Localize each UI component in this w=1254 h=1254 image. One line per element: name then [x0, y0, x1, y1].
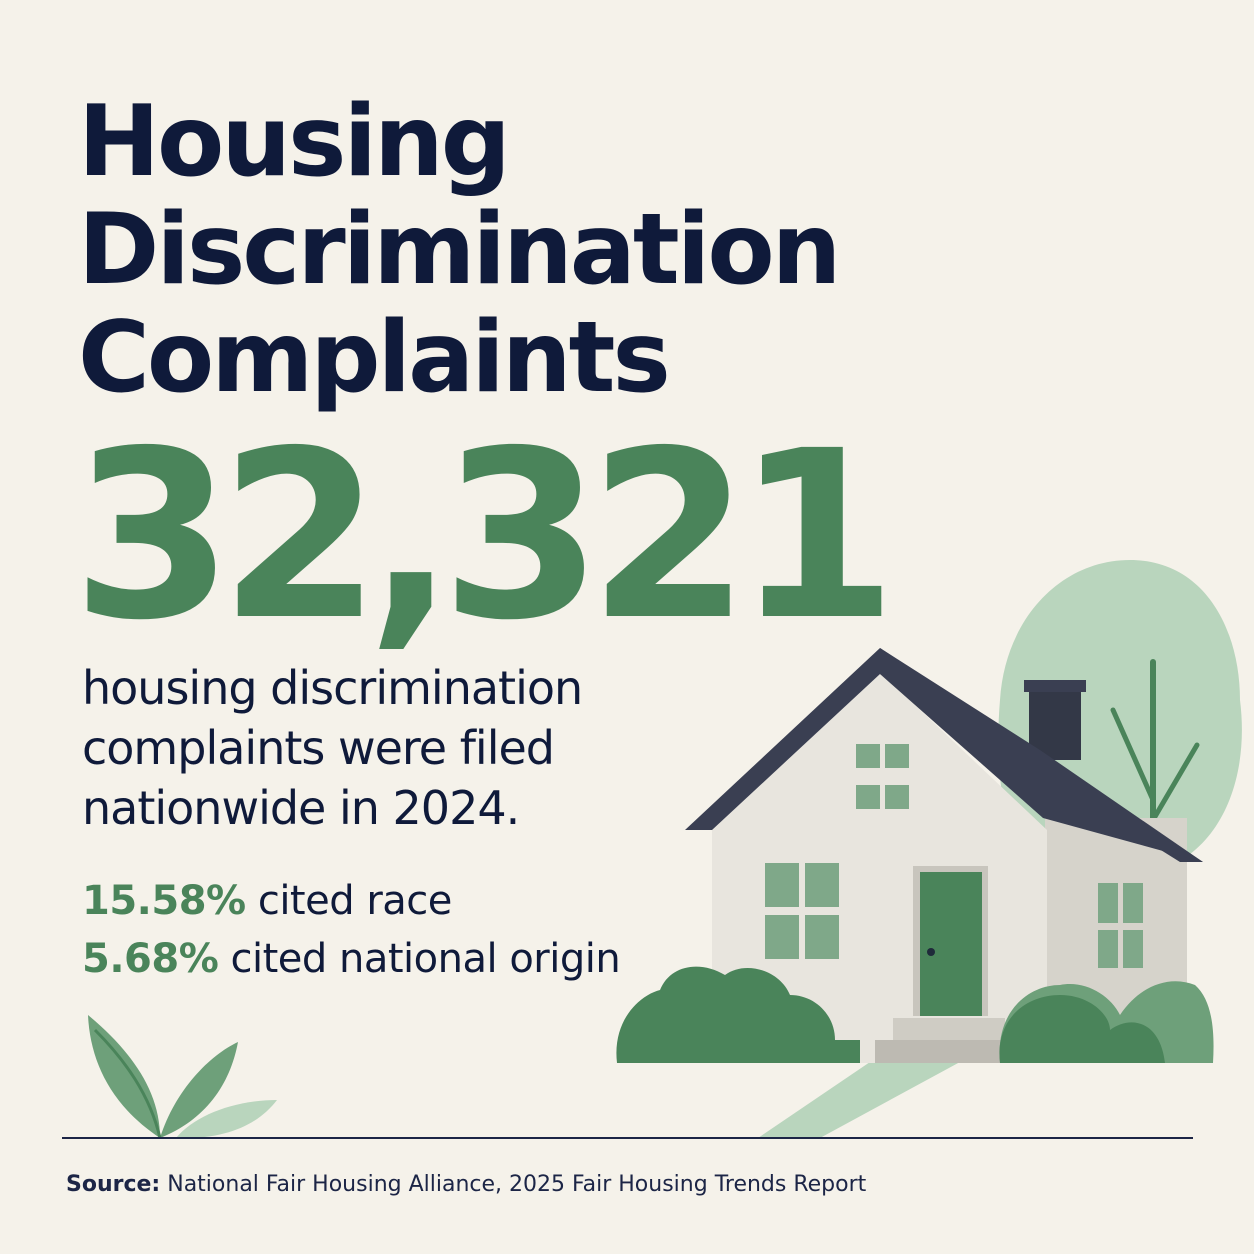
- title-line: Complaints: [78, 301, 671, 415]
- leaf-sprout-icon: [88, 1015, 277, 1139]
- house-icon: [685, 648, 1203, 1063]
- stat-national-origin: 5.68% cited national origin: [82, 930, 621, 988]
- headline-number: 32,321: [72, 401, 897, 671]
- stat-label: cited race: [257, 878, 453, 924]
- stat-race: 15.58% cited race: [82, 872, 620, 930]
- stats-list: 15.58% cited race 5.68% cited national o…: [82, 872, 621, 988]
- door: [920, 872, 982, 1016]
- title-line: Discrimination: [78, 193, 841, 307]
- source-citation: Source: National Fair Housing Alliance, …: [66, 1172, 866, 1197]
- source-text: National Fair Housing Alliance, 2025 Fai…: [167, 1172, 867, 1197]
- source-label: Source:: [66, 1172, 161, 1197]
- stat-value: 15.58%: [82, 878, 246, 924]
- description: housing discrimination complaints were f…: [82, 658, 682, 838]
- walkway: [758, 1062, 960, 1138]
- title-line: Housing: [78, 85, 511, 199]
- stat-label: cited national origin: [230, 936, 621, 982]
- divider: [62, 1137, 1193, 1139]
- description-line: housing discrimination: [82, 661, 583, 715]
- stat-value: 5.68%: [82, 936, 219, 982]
- description-line: complaints were filed: [82, 721, 555, 775]
- description-line: nationwide in 2024.: [82, 781, 520, 835]
- page-title: Housing Discrimination Complaints: [78, 85, 841, 415]
- bush-icon: [616, 966, 1214, 1063]
